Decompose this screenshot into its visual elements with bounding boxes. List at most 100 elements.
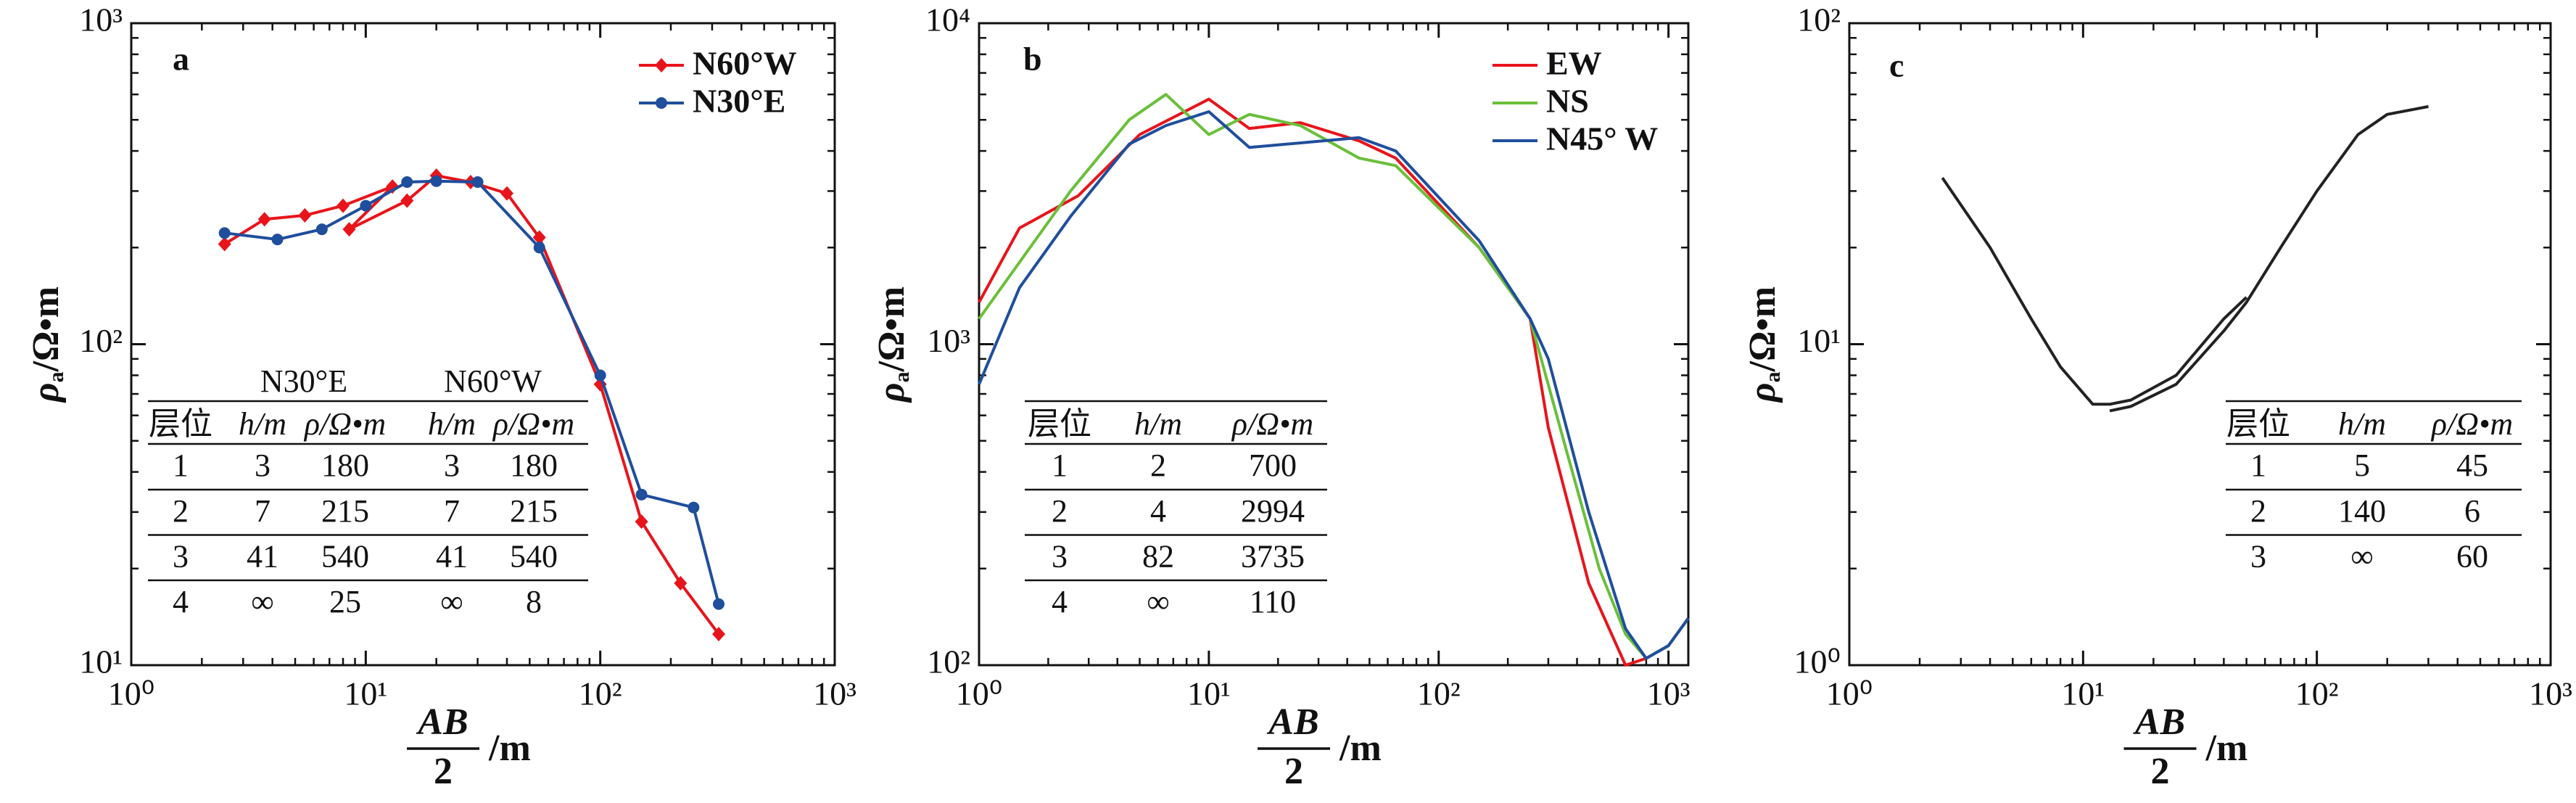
- y-label-subscript: a: [1761, 371, 1785, 382]
- legend-label: N30°E: [693, 83, 785, 120]
- table-cell: 4: [1150, 493, 1166, 529]
- table-cell: 7: [255, 493, 271, 529]
- table-cell: 540: [510, 538, 558, 574]
- x-tick-label: 10³: [813, 675, 856, 712]
- point: [674, 576, 688, 591]
- point: [342, 222, 356, 237]
- point: [430, 175, 442, 187]
- table-cell: 110: [1250, 584, 1296, 619]
- table-cell: 41: [436, 538, 468, 574]
- legend-marker: [656, 97, 667, 109]
- y-tick-label: 10¹: [79, 643, 123, 680]
- table-header: 层位: [2226, 406, 2290, 442]
- series-line: [223, 174, 720, 635]
- table-cell: 215: [510, 493, 558, 529]
- x-label-unit: /m: [488, 728, 531, 769]
- point: [298, 207, 312, 223]
- point: [500, 186, 513, 201]
- table-cell: 3: [173, 538, 189, 574]
- point: [635, 514, 648, 530]
- table-cell: ∞: [440, 584, 463, 619]
- table-cell: 2: [1150, 448, 1166, 483]
- point: [257, 212, 271, 227]
- axes-frame: [1848, 22, 2552, 667]
- table-cell: 2: [173, 493, 189, 529]
- x-tick-label: 10²: [579, 675, 622, 712]
- x-label-denominator: 2: [2151, 751, 2170, 792]
- x-label-denominator: 2: [434, 751, 453, 792]
- table-cell: 3735: [1241, 538, 1305, 574]
- table-cell: 3: [444, 448, 460, 483]
- y-tick-label: 10²: [79, 322, 123, 359]
- point: [711, 627, 725, 642]
- x-tick-label: 10³: [1647, 675, 1690, 712]
- panel-label: c: [1889, 47, 1904, 84]
- panel-label: a: [173, 41, 189, 78]
- legend-label: N60°W: [693, 45, 797, 82]
- table-cell: ∞: [251, 584, 273, 619]
- table-header: h/m: [239, 406, 286, 442]
- x-tick-label: 10⁰: [1826, 675, 1873, 712]
- point: [471, 176, 484, 188]
- table-cell: 3: [1052, 538, 1068, 574]
- x-tick-label: 10⁰: [108, 675, 154, 712]
- x-label-numerator: AB: [416, 701, 468, 743]
- x-tick-label: 10¹: [2061, 675, 2105, 712]
- table-cell: 7: [444, 493, 460, 529]
- table-cell: 45: [2456, 448, 2488, 483]
- x-label-denominator: 2: [1284, 751, 1303, 792]
- y-label-symbol: ρ: [871, 382, 912, 403]
- table-cell: 140: [2338, 493, 2386, 529]
- table-group-header: N30°E: [260, 363, 347, 399]
- axes-frame: [978, 22, 1690, 667]
- y-axis-label: ρa/Ω•m: [871, 287, 914, 403]
- point: [400, 193, 414, 208]
- point: [315, 223, 328, 236]
- series-line: [2109, 104, 2429, 413]
- y-axis-label: ρa/Ω•m: [25, 287, 68, 403]
- y-label-unit: /Ω•m: [871, 287, 912, 373]
- table-header: 层位: [149, 406, 212, 442]
- table-header: ρ/Ω•m: [492, 406, 574, 442]
- point: [712, 598, 724, 610]
- table-cell: 1: [173, 448, 189, 483]
- table-cell: 2: [2250, 493, 2266, 529]
- table-cell: 3: [2250, 538, 2266, 574]
- y-tick-label: 10³: [79, 1, 123, 38]
- table-cell: 1: [2250, 448, 2266, 483]
- y-label-symbol: ρ: [1742, 382, 1783, 403]
- table-cell: 4: [1052, 584, 1068, 619]
- table-cell: ∞: [2350, 538, 2373, 574]
- table-cell: 180: [321, 448, 369, 483]
- x-tick-label: 10²: [2295, 675, 2339, 712]
- table-cell: 540: [321, 538, 369, 574]
- y-tick-label: 10²: [1797, 1, 1841, 38]
- x-tick-label: 10¹: [1187, 675, 1231, 712]
- table-cell: 6: [2464, 493, 2480, 529]
- y-label-unit: /Ω•m: [25, 287, 67, 373]
- table-header: h/m: [1134, 406, 1182, 442]
- point: [594, 369, 606, 382]
- x-label-numerator: AB: [2133, 701, 2185, 743]
- point: [218, 227, 231, 239]
- table-cell: ∞: [1147, 584, 1169, 619]
- table-header: 层位: [1028, 406, 1091, 442]
- y-tick-label: 10⁴: [925, 1, 970, 38]
- x-tick-label: 10⁰: [956, 675, 1002, 712]
- table-header: ρ/Ω•m: [2430, 406, 2513, 442]
- table-cell: 3: [255, 448, 271, 483]
- x-tick-label: 10²: [1417, 675, 1461, 712]
- x-label-unit: /m: [1339, 728, 1382, 769]
- legend-label: EW: [1546, 45, 1602, 82]
- table-header: ρ/Ω•m: [303, 406, 386, 442]
- table-cell: 215: [321, 493, 369, 529]
- table-header: h/m: [428, 406, 476, 442]
- legend-label: N45° W: [1546, 120, 1658, 157]
- y-label-symbol: ρ: [25, 382, 67, 403]
- point: [271, 234, 284, 246]
- point: [532, 230, 546, 245]
- legend-marker: [655, 58, 668, 73]
- x-tick-label: 10³: [2529, 675, 2572, 712]
- axes-frame: [130, 22, 836, 667]
